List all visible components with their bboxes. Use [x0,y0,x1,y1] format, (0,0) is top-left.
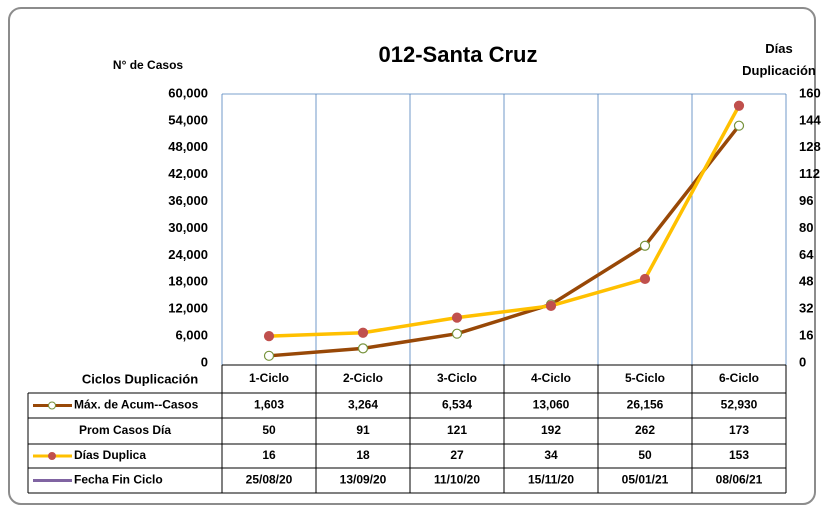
y2-tick-label: 0 [799,354,806,369]
y2-tick-label: 80 [799,220,813,235]
table-cell: 50 [262,423,276,437]
legend-label: Prom Casos Día [79,423,171,437]
point [451,328,463,339]
y-axis-label: N° de Casos [113,58,183,72]
table-cell: 13/09/20 [340,473,387,487]
table-cell: 05/01/21 [622,473,669,487]
y-tick-label: 36,000 [168,193,208,208]
point [733,120,745,131]
table-cell: 15/11/20 [528,473,574,487]
table-cell: 6,534 [442,398,472,412]
chart-frame [8,7,816,505]
y2-tick-label: 16 [799,328,813,343]
table-cell: 08/06/21 [716,473,763,487]
y-tick-label: 48,000 [168,139,208,154]
table-cell: 121 [447,423,467,437]
y2-tick-label: 128 [799,139,821,154]
y-tick-label: 12,000 [168,301,208,316]
y2-tick-label: 160 [799,85,821,100]
y2-tick-label: 48 [799,274,813,289]
y2-axis-label: Días Duplicación [742,41,816,78]
table-cell: 11/10/20 [434,473,480,487]
y-tick-label: 6,000 [175,328,208,343]
legend-key-marker [48,452,56,460]
table-cell: 18 [356,448,370,462]
y-tick-label: 24,000 [168,247,208,262]
legend-label: Días Duplica [74,448,146,462]
point [545,300,557,311]
legend-label: Máx. de Acum--Casos [74,398,199,412]
table-cell: 50 [638,448,652,462]
point [733,100,745,111]
y-tick-label: 42,000 [168,166,208,181]
table-cell: 25/08/20 [246,473,293,487]
point [639,273,651,285]
x-axis-label: Ciclos Duplicación [82,371,198,386]
y-tick-label: 54,000 [168,112,208,127]
point [451,312,463,323]
table-cell: 173 [729,423,749,437]
table-cell: 27 [450,448,464,462]
table-cell: 13,060 [533,398,570,412]
legend-key-marker [48,401,56,410]
x-tick-label: 3-Ciclo [437,371,477,385]
table-cell: 26,156 [627,398,664,412]
y2-tick-label: 32 [799,301,813,316]
table-cell: 3,264 [348,398,378,412]
y2-tick-label: 112 [799,166,820,181]
y2-tick-label: 96 [799,193,813,208]
legend-label: Fecha Fin Ciclo [74,473,163,487]
table-cell: 91 [356,423,370,437]
y-tick-label: 18,000 [168,274,208,289]
point [263,331,275,342]
series-line [268,124,741,358]
y-tick-label: 0 [201,354,208,369]
table-cell: 192 [541,423,561,437]
x-tick-label: 4-Ciclo [531,371,571,385]
chart-title: 012-Santa Cruz [379,42,538,67]
x-tick-label: 6-Ciclo [719,371,759,385]
table-cell: 153 [729,448,749,462]
table-cell: 1,603 [254,398,284,412]
x-tick-label: 2-Ciclo [343,371,383,385]
point [357,343,369,354]
point [357,327,369,338]
series-line [268,104,741,338]
x-tick-label: 1-Ciclo [249,371,289,385]
table-cell: 16 [262,448,276,462]
x-tick-label: 5-Ciclo [625,371,665,385]
point [263,350,275,361]
point [639,240,651,251]
table-cell: 52,930 [721,398,758,412]
table-cell: 262 [635,423,655,437]
y-tick-label: 60,000 [168,85,208,100]
y2-tick-label: 64 [799,247,814,262]
table-cell: 34 [544,448,558,462]
y2-tick-label: 144 [799,112,821,127]
y-tick-label: 30,000 [168,220,208,235]
